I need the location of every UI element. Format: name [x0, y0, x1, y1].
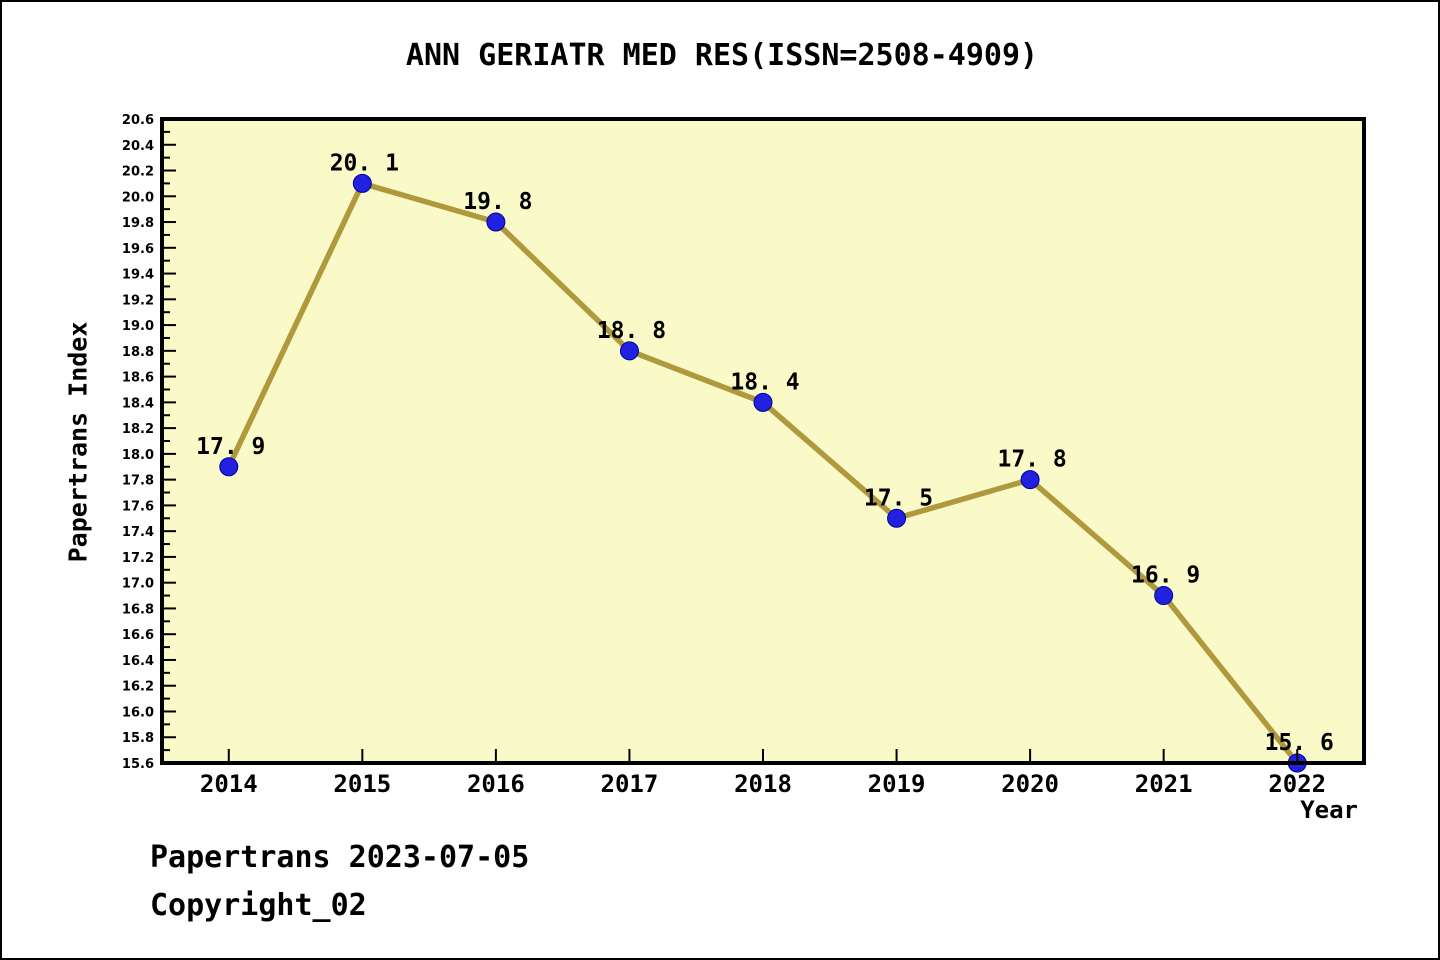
y-tick-label: 17.0 [122, 577, 154, 592]
y-tick-label: 18.2 [122, 422, 154, 437]
y-tick-label: 17.2 [122, 551, 154, 566]
y-tick-label: 20.0 [122, 190, 154, 205]
x-tick-label: 2015 [333, 770, 391, 798]
y-tick-label: 18.0 [122, 448, 154, 463]
plot-border [160, 117, 1366, 765]
data-point-label: 17. 5 [864, 485, 933, 511]
y-tick-label: 19.8 [122, 216, 154, 231]
y-tick-label: 16.0 [122, 705, 154, 720]
data-point-label: 16. 9 [1131, 563, 1200, 589]
data-point [219, 457, 239, 477]
data-point [753, 392, 773, 412]
y-tick-label: 19.6 [122, 242, 154, 257]
data-point [619, 341, 639, 361]
y-tick-label: 16.4 [122, 654, 154, 669]
y-tick-label: 17.8 [122, 474, 154, 489]
data-point [352, 173, 372, 193]
data-point-label: 18. 8 [597, 318, 666, 344]
x-tick-label: 2016 [467, 770, 525, 798]
y-tick-label: 20.2 [122, 165, 154, 180]
data-point-label: 20. 1 [330, 150, 399, 176]
x-axis-label: Year [1300, 796, 1358, 824]
y-tick-label: 17.6 [122, 499, 154, 514]
x-tick-label: 2020 [1001, 770, 1059, 798]
y-tick-label: 16.8 [122, 602, 154, 617]
x-tick-label: 2018 [734, 770, 792, 798]
y-tick-label: 16.2 [122, 680, 154, 695]
y-tick-label: 18.4 [122, 396, 154, 411]
data-point [1020, 470, 1040, 490]
x-tick-label: 2014 [200, 770, 258, 798]
x-tick-label: 2019 [868, 770, 926, 798]
data-point-label: 19. 8 [463, 189, 532, 215]
chart-title: ANN GERIATR MED RES(ISSN=2508-4909) [405, 38, 1039, 73]
y-tick-label: 15.6 [122, 757, 154, 772]
data-point-label: 18. 4 [730, 369, 799, 395]
plot-background [162, 119, 1364, 763]
data-point [1154, 586, 1174, 606]
footer-source-date: Papertrans 2023-07-05 [150, 840, 530, 875]
data-point [887, 508, 907, 528]
x-tick-label: 2017 [601, 770, 659, 798]
y-tick-label: 20.6 [122, 113, 154, 128]
y-tick-label: 16.6 [122, 628, 154, 643]
footer-copyright: Copyright_02 [150, 888, 367, 923]
y-tick-label: 18.6 [122, 371, 154, 386]
x-tick-label: 2022 [1268, 770, 1326, 798]
data-point-label: 17. 9 [196, 434, 265, 460]
data-point [486, 212, 506, 232]
y-tick-label: 17.4 [122, 525, 154, 540]
y-tick-label: 20.4 [122, 139, 154, 154]
y-tick-label: 15.8 [122, 731, 154, 746]
data-point-label: 15. 6 [1265, 730, 1334, 756]
x-tick-label: 2021 [1135, 770, 1193, 798]
y-tick-label: 18.8 [122, 345, 154, 360]
data-point-label: 17. 8 [997, 447, 1066, 473]
y-tick-label: 19.2 [122, 293, 154, 308]
y-tick-label: 19.0 [122, 319, 154, 334]
y-tick-label: 19.4 [122, 268, 154, 283]
